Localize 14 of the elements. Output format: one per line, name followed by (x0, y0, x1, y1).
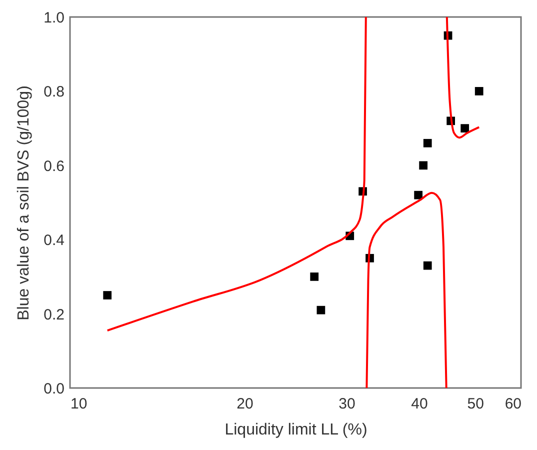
y-tick-label: 0.0 (44, 380, 64, 398)
x-tick-label: 10 (70, 396, 88, 412)
y-axis-title: Blue value of a soil BVS (g/100g) (16, 86, 33, 320)
x-tick-label: 20 (236, 396, 254, 412)
y-tick-label: 1.0 (44, 10, 64, 26)
y-tick-label: 0.6 (44, 158, 64, 175)
x-tick-label: 40 (411, 396, 428, 412)
x-tick-label: 30 (338, 396, 356, 412)
x-tick-label: 50 (467, 396, 484, 412)
y-tick-label: 0.4 (44, 232, 64, 250)
x-axis-title: Liquidity limit LL (%) (224, 422, 368, 438)
y-tick-label: 0.2 (44, 306, 64, 324)
x-tick-label: 60 (504, 396, 522, 412)
y-tick-label: 0.8 (44, 84, 64, 101)
